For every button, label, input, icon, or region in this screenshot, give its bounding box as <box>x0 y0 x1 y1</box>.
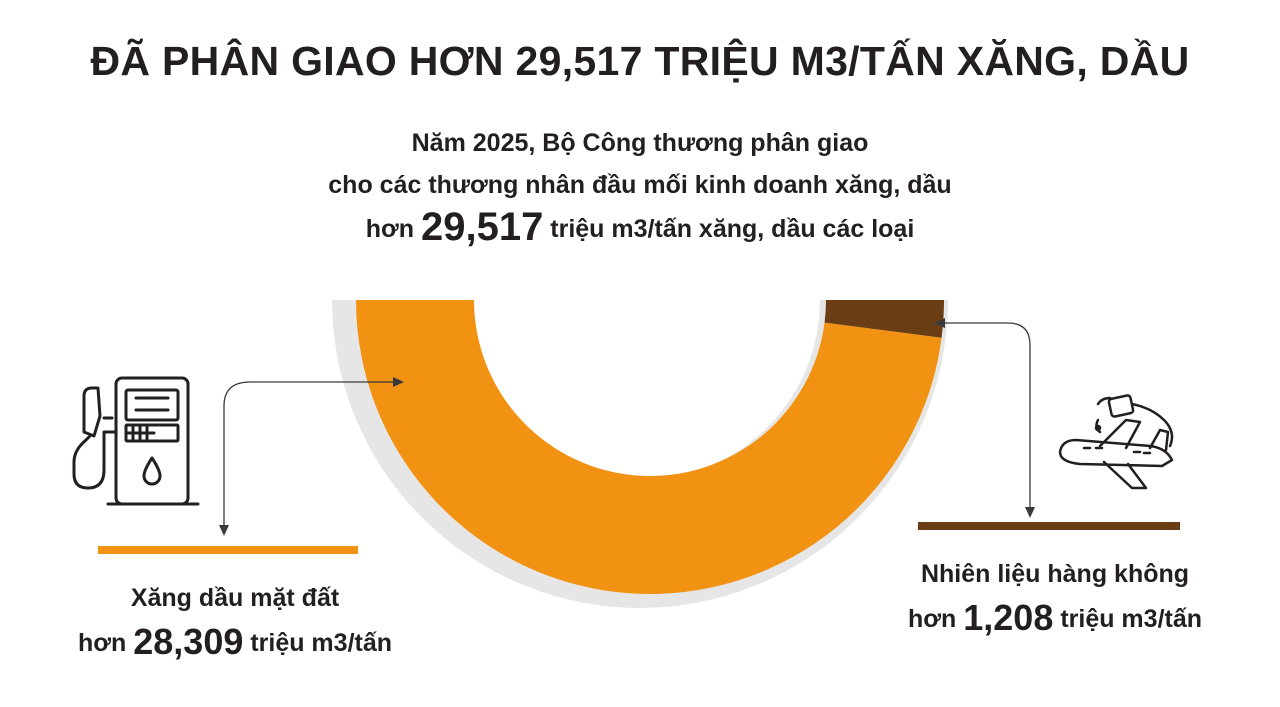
airplane-icon <box>1058 394 1174 490</box>
label-ground-prefix: hơn <box>77 629 127 657</box>
label-aviation-amount: hơn 1,208 triệu m3/tấn <box>860 596 1250 641</box>
arrowhead-right-top <box>934 318 945 328</box>
subtitle-line-3: hơn 29,517 triệu m3/tấn xăng, dầu các lo… <box>0 206 1280 250</box>
subtitle: Năm 2025, Bộ Công thương phân giao cho c… <box>0 122 1280 250</box>
arrowhead-left-bottom <box>219 525 229 536</box>
arrowhead-left-top <box>393 377 404 387</box>
slice-aviation-fuel <box>824 300 944 338</box>
label-aviation-value: 1,208 <box>963 597 1054 638</box>
label-ground-amount: hơn 28,309 triệu m3/tấn <box>40 620 430 665</box>
subtitle-line-1: Năm 2025, Bộ Công thương phân giao <box>411 129 869 157</box>
fuel-pump-icon <box>72 376 200 506</box>
subtitle-line-2: cho các thương nhân đầu mối kinh doanh x… <box>328 171 952 199</box>
label-ground-name: Xăng dầu mặt đất <box>130 584 340 612</box>
legend-bar-ground <box>98 546 358 554</box>
label-aviation-unit: triệu m3/tấn <box>1060 605 1203 633</box>
label-ground-fuel: Xăng dầu mặt đất hơn 28,309 triệu m3/tấn <box>40 576 430 665</box>
arrowhead-right-bottom <box>1025 507 1035 518</box>
subtitle-suffix: triệu m3/tấn xăng, dầu các loại <box>550 215 915 243</box>
label-aviation-name: Nhiên liệu hàng không <box>920 560 1190 588</box>
page-title: ĐÃ PHÂN GIAO HƠN 29,517 TRIỆU M3/TẤN XĂN… <box>90 38 1190 84</box>
subtitle-total-value: 29,517 <box>420 205 544 249</box>
label-ground-unit: triệu m3/tấn <box>250 629 393 657</box>
label-aviation-prefix: hơn <box>907 605 957 633</box>
label-ground-value: 28,309 <box>133 621 244 662</box>
arrow-left <box>223 381 398 530</box>
slice-ground-fuel <box>356 300 942 595</box>
legend-bar-aviation <box>918 522 1180 530</box>
label-aviation-fuel: Nhiên liệu hàng không hơn 1,208 triệu m3… <box>860 552 1250 641</box>
subtitle-prefix: hơn <box>365 215 415 243</box>
arrow-right <box>940 322 1031 512</box>
